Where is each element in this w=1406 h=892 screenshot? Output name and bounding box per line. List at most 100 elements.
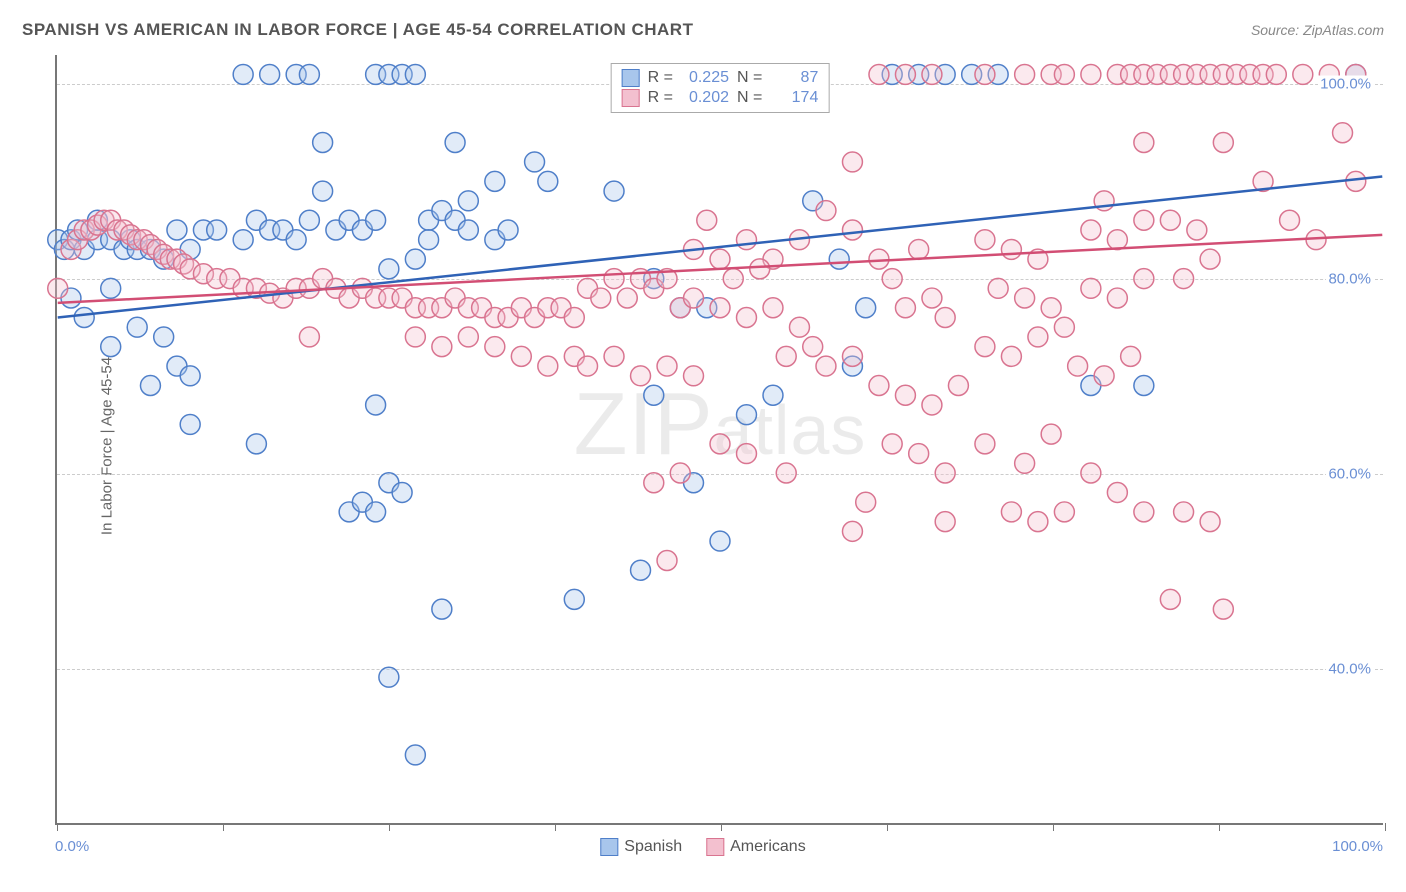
data-point [366,210,386,230]
data-point [1081,64,1101,84]
swatch-spanish [622,69,640,87]
r-value-spanish: 0.225 [681,69,729,87]
data-point [670,463,690,483]
data-point [882,269,902,289]
data-point [684,288,704,308]
swatch-spanish [600,838,618,856]
data-point [1028,327,1048,347]
data-point [432,599,452,619]
data-point [842,521,862,541]
data-point [498,220,518,240]
data-point [1134,376,1154,396]
data-point [1081,278,1101,298]
data-point [101,337,121,357]
data-point [1041,424,1061,444]
data-point [511,346,531,366]
chart-header: SPANISH VS AMERICAN IN LABOR FORCE | AGE… [22,20,1384,40]
data-point [379,259,399,279]
data-point [1015,64,1035,84]
data-point [405,64,425,84]
data-point [617,288,637,308]
data-point [737,230,757,250]
data-point [1081,220,1101,240]
r-label: R = [648,69,673,87]
data-point [419,230,439,250]
data-point [842,220,862,240]
chart-title: SPANISH VS AMERICAN IN LABOR FORCE | AGE… [22,20,693,40]
data-point [856,492,876,512]
source-prefix: Source: [1251,22,1303,38]
data-point [299,210,319,230]
data-point [313,181,333,201]
data-point [1134,502,1154,522]
r-value-americans: 0.202 [681,89,729,107]
data-point [1107,482,1127,502]
data-point [975,64,995,84]
y-tick-label: 100.0% [1318,76,1373,93]
data-point [737,444,757,464]
data-point [1280,210,1300,230]
data-point [485,337,505,357]
data-point [127,317,147,337]
data-point [1333,123,1353,143]
source-attribution: Source: ZipAtlas.com [1251,22,1384,38]
data-point [631,366,651,386]
y-tick-label: 80.0% [1326,271,1373,288]
data-point [1174,502,1194,522]
data-point [48,278,68,298]
data-point [842,346,862,366]
data-point [260,64,280,84]
data-point [379,667,399,687]
data-point [1200,512,1220,532]
swatch-americans [622,89,640,107]
data-point [750,259,770,279]
data-point [1134,210,1154,230]
data-point [1266,64,1286,84]
data-point [895,385,915,405]
swatch-americans [706,838,724,856]
data-point [789,317,809,337]
n-label: N = [737,69,762,87]
data-point [710,249,730,269]
data-point [935,463,955,483]
data-point [657,356,677,376]
data-point [604,181,624,201]
data-point [366,395,386,415]
data-point [975,230,995,250]
data-point [684,366,704,386]
series-label-spanish: Spanish [624,838,682,856]
data-point [829,249,849,269]
data-point [922,288,942,308]
data-point [1081,463,1101,483]
data-point [1187,220,1207,240]
data-point [869,376,889,396]
data-point [1054,64,1074,84]
n-value-spanish: 87 [770,69,818,87]
data-point [710,298,730,318]
data-point [856,298,876,318]
n-label: N = [737,89,762,107]
data-point [697,210,717,230]
data-point [803,337,823,357]
data-point [591,288,611,308]
legend-item-americans: Americans [706,838,806,856]
data-point [1041,298,1061,318]
data-point [167,220,187,240]
data-point [154,327,174,347]
data-point [895,298,915,318]
source-name: ZipAtlas.com [1303,22,1384,38]
data-point [233,230,253,250]
data-point [538,356,558,376]
scatter-svg [57,55,1383,823]
data-point [564,308,584,328]
plot-area: ZIPatlas R = 0.225 N = 87 R = 0.202 N = … [55,55,1383,825]
data-point [1001,502,1021,522]
data-point [286,230,306,250]
data-point [737,405,757,425]
data-point [1346,171,1366,191]
data-point [313,133,333,153]
data-point [644,473,664,493]
data-point [445,133,465,153]
legend-series: Spanish Americans [600,838,805,856]
data-point [101,278,121,298]
